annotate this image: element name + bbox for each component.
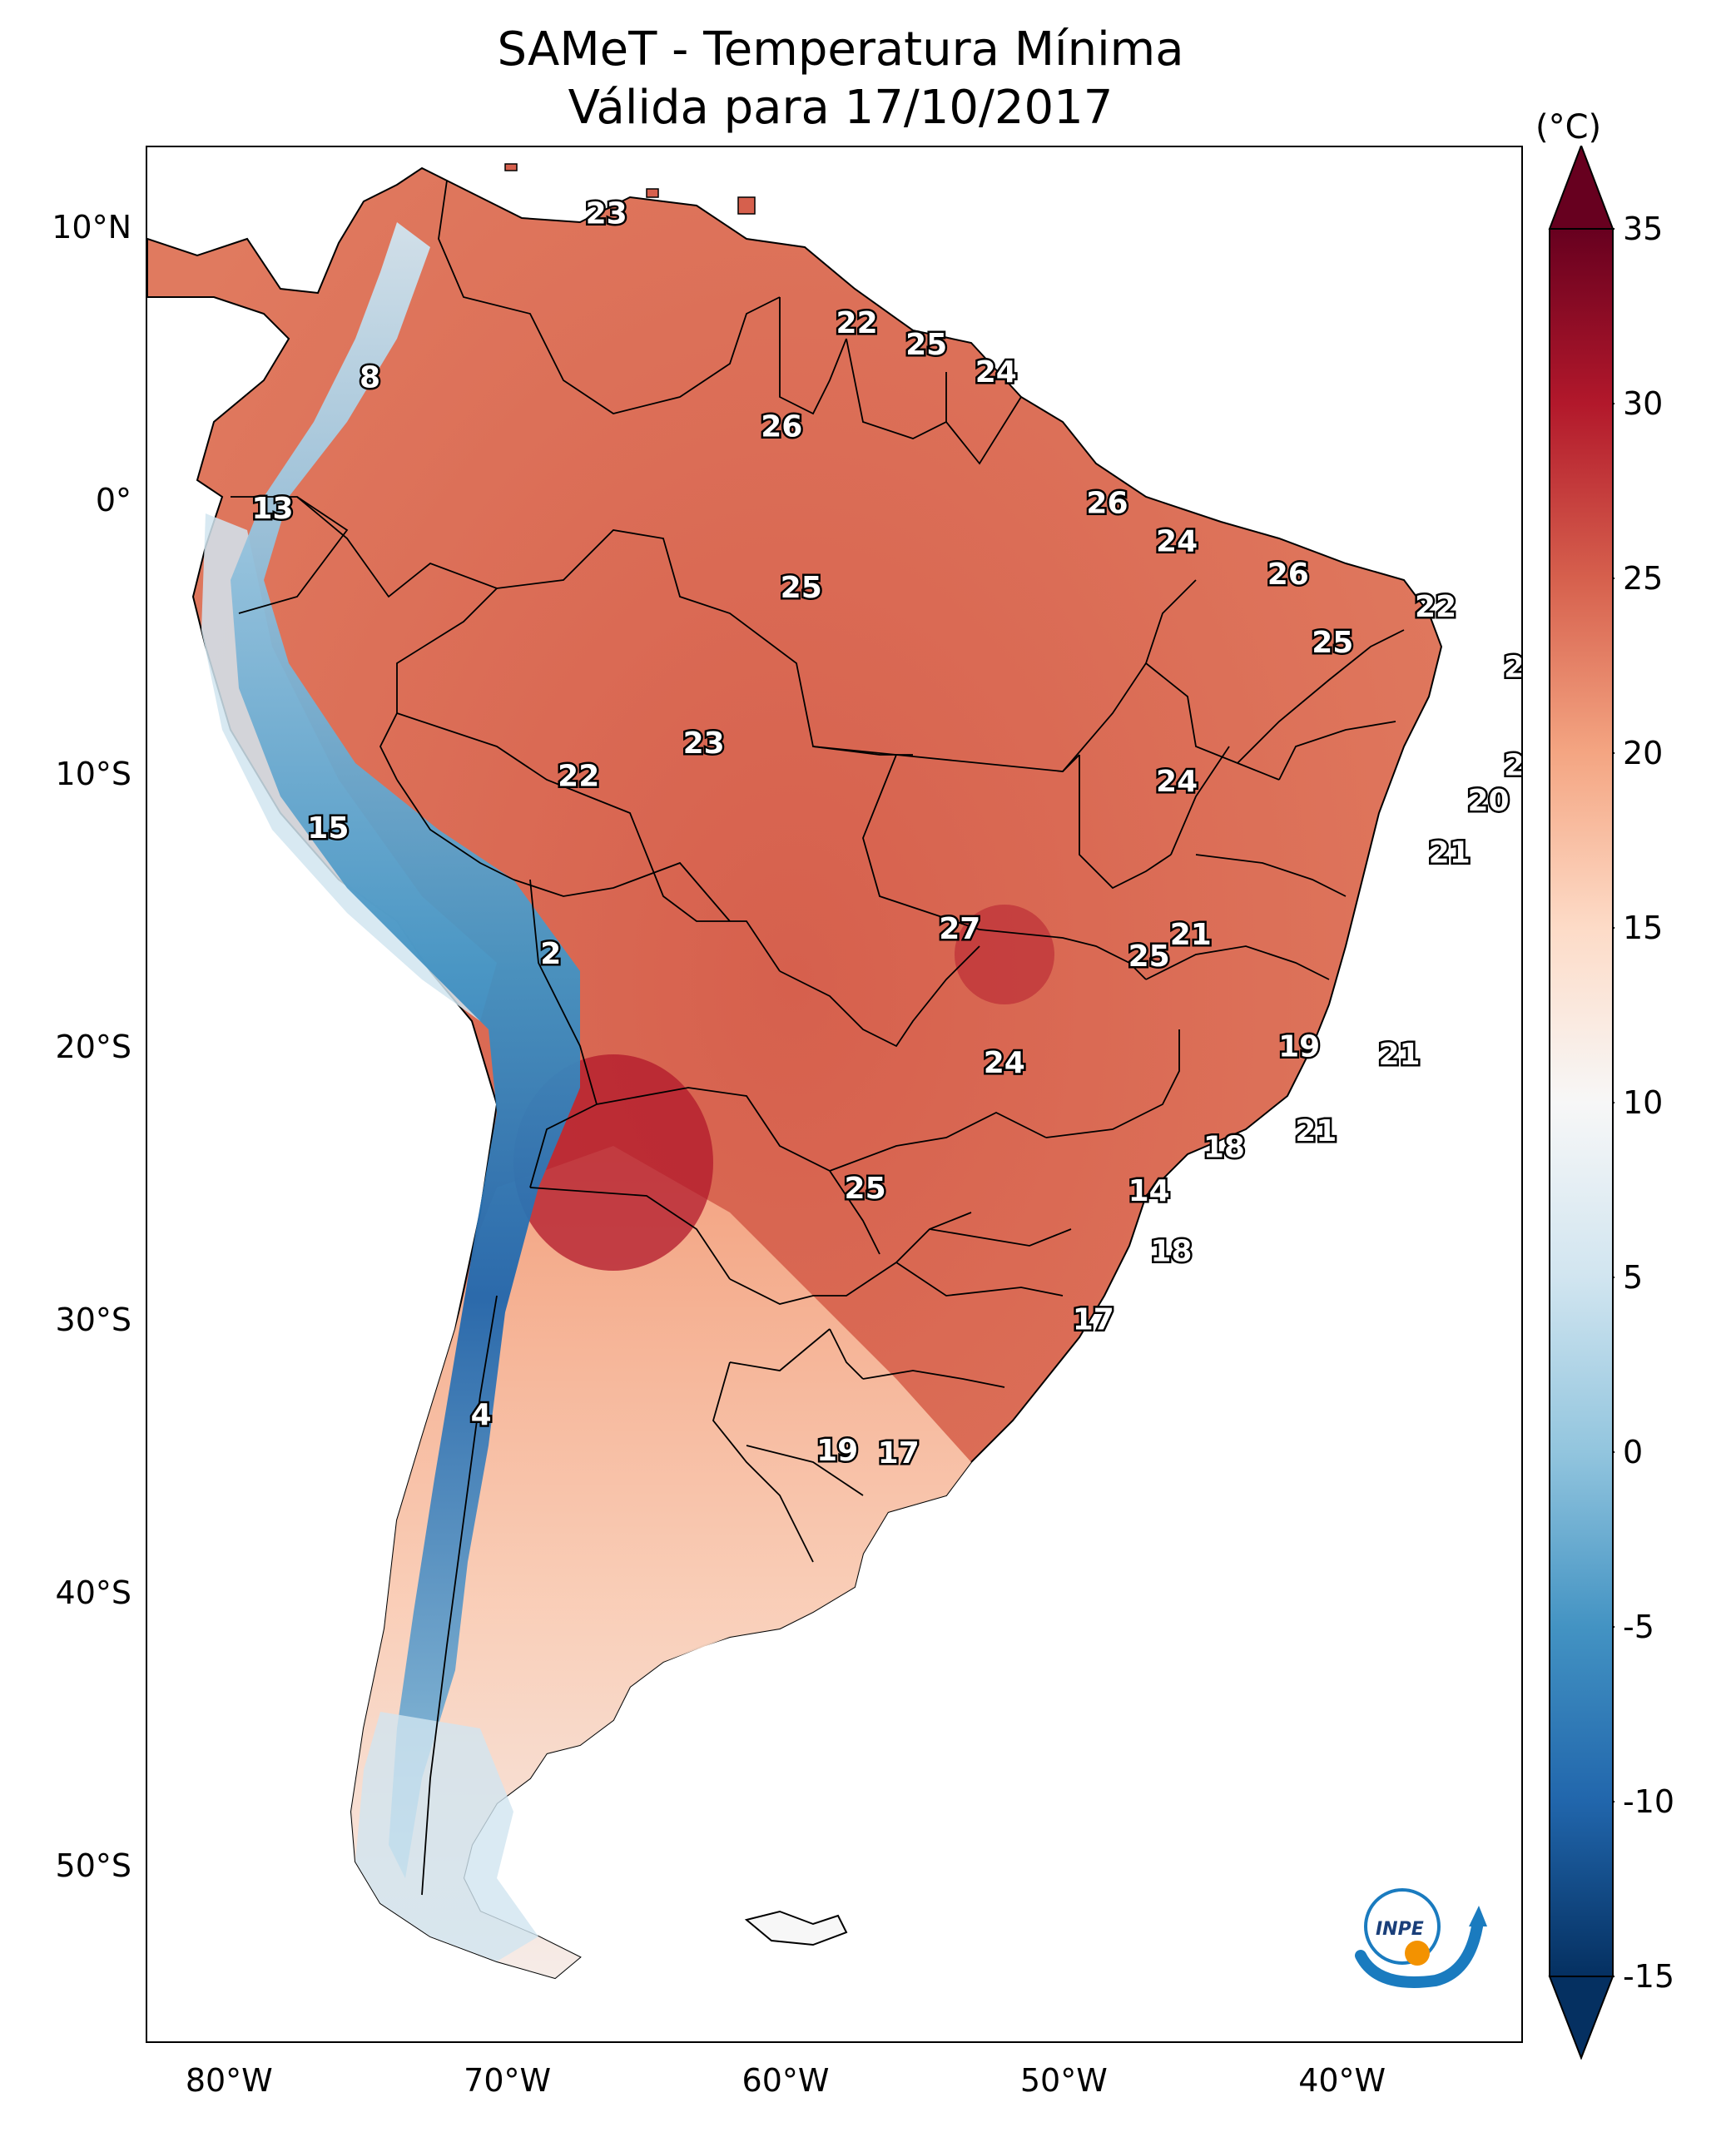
lat-tick-label: 50°S bbox=[55, 1847, 131, 1884]
station-value: 23 bbox=[586, 197, 627, 231]
station-value: 24 bbox=[1504, 650, 1523, 684]
station-value: 21 bbox=[1170, 918, 1212, 952]
colorbar-tick-label: 20 bbox=[1623, 735, 1664, 771]
southern-cone-shading bbox=[351, 1146, 971, 1978]
colorbar-body bbox=[1549, 228, 1614, 1977]
colorbar-tick-label: 15 bbox=[1623, 910, 1664, 946]
station-value: 21 bbox=[1504, 748, 1523, 782]
lat-tick-label: 10°S bbox=[55, 755, 131, 792]
temperature-map: 2381322252426262426252225242222232224212… bbox=[147, 163, 1523, 1980]
station-value: 25 bbox=[905, 328, 947, 362]
station-value: 20 bbox=[1467, 784, 1509, 818]
station-value: 21 bbox=[1378, 1038, 1420, 1072]
lon-tick-label: 50°W bbox=[1019, 2062, 1108, 2099]
lat-tick-label: 0° bbox=[95, 482, 131, 519]
station-value: 14 bbox=[1128, 1174, 1170, 1208]
station-value: 25 bbox=[1312, 626, 1353, 660]
country-borders bbox=[231, 180, 1405, 1896]
colorbar-tick-label: 25 bbox=[1623, 560, 1664, 597]
map-title: SAMeT - Temperatura Mínima Válida para 1… bbox=[150, 21, 1531, 137]
station-value: 25 bbox=[845, 1172, 886, 1206]
station-value: 24 bbox=[1156, 524, 1198, 558]
station-value: 27 bbox=[939, 912, 980, 946]
map-panel: 2381322252426262426252225242222232224212… bbox=[146, 146, 1523, 2043]
colorbar-tick-label: -5 bbox=[1623, 1609, 1654, 1645]
title-line-2: Válida para 17/10/2017 bbox=[568, 81, 1114, 135]
colorbar-tick-label: 10 bbox=[1623, 1084, 1664, 1121]
station-value: 25 bbox=[781, 571, 822, 605]
colorbar-tick-label: -10 bbox=[1623, 1783, 1675, 1820]
falkland-islands bbox=[744, 1910, 848, 1946]
lon-tick-label: 80°W bbox=[185, 2062, 273, 2099]
station-value: 17 bbox=[878, 1436, 920, 1470]
lat-tick-label: 40°S bbox=[55, 1574, 131, 1611]
station-value: 18 bbox=[1203, 1131, 1245, 1165]
station-value: 25 bbox=[1128, 940, 1170, 974]
station-value: 24 bbox=[975, 355, 1017, 389]
station-value: 19 bbox=[816, 1434, 858, 1468]
station-value: 21 bbox=[1429, 836, 1471, 870]
colorbar-top-extend bbox=[1548, 146, 1614, 230]
station-value: 15 bbox=[307, 811, 349, 845]
station-value: 24 bbox=[1156, 765, 1198, 799]
station-value: 26 bbox=[1086, 486, 1128, 520]
andes-cold-band bbox=[231, 222, 580, 1878]
station-value: 19 bbox=[1278, 1029, 1320, 1064]
lon-tick-label: 40°W bbox=[1298, 2062, 1386, 2099]
colorbar-unit: (°C) bbox=[1535, 108, 1602, 146]
station-value: 2 bbox=[540, 937, 561, 971]
patagonia-cool bbox=[355, 1712, 538, 1961]
caribbean-islands bbox=[504, 163, 756, 215]
lat-tick-label: 20°S bbox=[55, 1028, 131, 1065]
colorbar-bottom-extend bbox=[1548, 1976, 1614, 2060]
colorbar-ticks bbox=[1613, 228, 1614, 1977]
station-value: 22 bbox=[836, 306, 878, 340]
lon-tick-label: 70°W bbox=[464, 2062, 552, 2099]
station-value: 18 bbox=[1150, 1234, 1192, 1268]
colorbar-tick-label: 35 bbox=[1623, 211, 1664, 247]
station-value: 26 bbox=[761, 410, 802, 444]
station-value: 22 bbox=[558, 760, 599, 794]
inpe-logo: INPE bbox=[1355, 1888, 1487, 1988]
colorbar-tick-label: -15 bbox=[1623, 1958, 1675, 1995]
station-value: 21 bbox=[1295, 1114, 1337, 1148]
lon-tick-label: 60°W bbox=[742, 2062, 830, 2099]
station-value: 24 bbox=[984, 1046, 1025, 1080]
station-value: 4 bbox=[471, 1398, 492, 1432]
lat-tick-label: 30°S bbox=[55, 1301, 131, 1338]
colorbar-tick-label: 30 bbox=[1623, 385, 1664, 422]
lat-tick-label: 10°N bbox=[52, 209, 131, 246]
colorbar bbox=[1548, 146, 1614, 2060]
station-labels: 2381322252426262426252225242222232224212… bbox=[250, 195, 1523, 1472]
station-value: 22 bbox=[1415, 590, 1456, 624]
colorbar-tick-label: 0 bbox=[1623, 1434, 1644, 1470]
logo-text: INPE bbox=[1376, 1919, 1424, 1940]
title-line-1: SAMeT - Temperatura Mínima bbox=[497, 22, 1184, 77]
colorbar-tick-label: 5 bbox=[1623, 1259, 1644, 1296]
station-value: 26 bbox=[1267, 558, 1309, 592]
station-value: 17 bbox=[1073, 1302, 1114, 1336]
station-value: 8 bbox=[360, 361, 380, 395]
station-value: 23 bbox=[683, 726, 725, 761]
station-value: 13 bbox=[251, 492, 293, 526]
